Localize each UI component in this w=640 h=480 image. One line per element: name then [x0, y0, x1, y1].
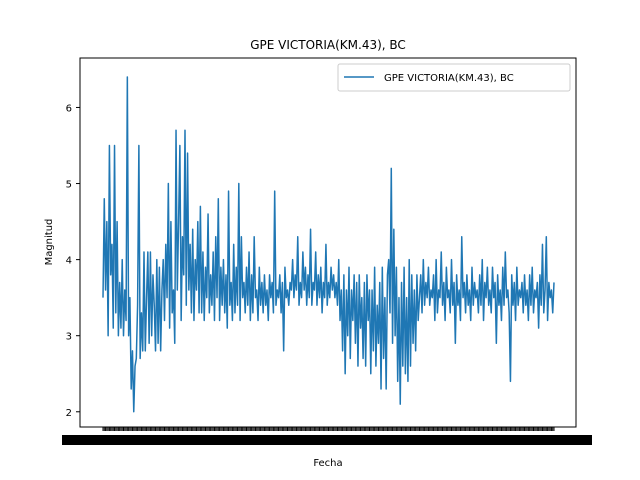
chart-title: GPE VICTORIA(KM.43), BC	[250, 38, 406, 52]
y-axis: 2 3 4 5 6	[66, 103, 80, 419]
legend-label: GPE VICTORIA(KM.43), BC	[384, 73, 514, 84]
x-axis	[62, 427, 592, 445]
y-tick-label: 3	[66, 332, 72, 343]
y-tick-label: 4	[66, 256, 72, 267]
y-tick-label: 6	[66, 103, 72, 114]
legend: GPE VICTORIA(KM.43), BC	[337, 63, 571, 92]
x-tick-labels-overlap	[62, 435, 592, 445]
y-axis-label: Magnitud	[44, 219, 55, 266]
y-tick-label: 2	[66, 408, 72, 419]
y-tick-label: 5	[66, 180, 72, 191]
plot-frame	[79, 57, 577, 428]
legend-box	[337, 63, 571, 92]
series-line	[102, 76, 555, 413]
x-axis-label: Fecha	[313, 458, 342, 469]
